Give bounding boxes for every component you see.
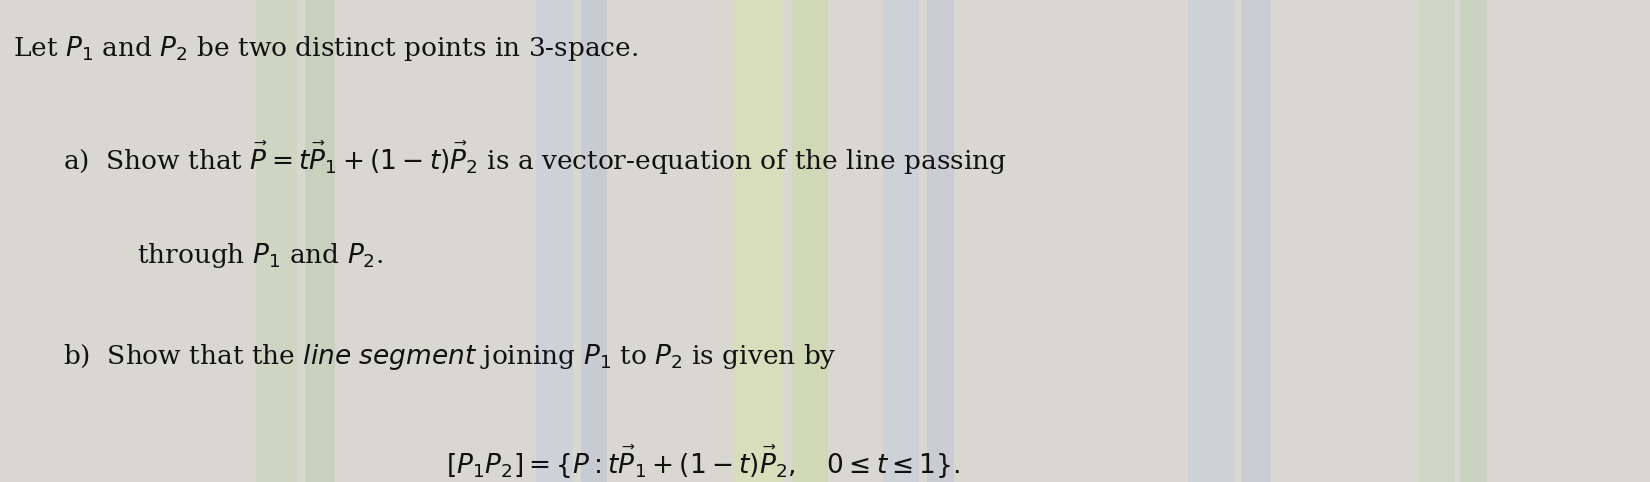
Bar: [927, 0, 954, 482]
Text: $[P_1 P_2] = \{P : t\vec{P}_1 + (1-t)\vec{P}_2, \quad 0 \leq t \leq 1\}.$: $[P_1 P_2] = \{P : t\vec{P}_1 + (1-t)\ve…: [446, 443, 960, 481]
Text: b)  Show that the $\mathit{line\ segment}$ joining $P_1$ to $P_2$ is given by: b) Show that the $\mathit{line\ segment}…: [63, 342, 837, 372]
Bar: [883, 0, 919, 482]
Bar: [305, 0, 335, 482]
Bar: [581, 0, 607, 482]
Bar: [1188, 0, 1234, 482]
Bar: [1419, 0, 1455, 482]
Bar: [792, 0, 828, 482]
Bar: [734, 0, 784, 482]
Bar: [1241, 0, 1270, 482]
Bar: [1460, 0, 1487, 482]
Bar: [536, 0, 573, 482]
Text: through $P_1$ and $P_2$.: through $P_1$ and $P_2$.: [137, 241, 383, 270]
Text: a)  Show that $\vec{P} = t\vec{P}_1 + (1 - t)\vec{P}_2$ is a vector-equation of : a) Show that $\vec{P} = t\vec{P}_1 + (1 …: [63, 140, 1006, 177]
Bar: [256, 0, 297, 482]
Text: Let $P_1$ and $P_2$ be two distinct points in 3-space.: Let $P_1$ and $P_2$ be two distinct poin…: [13, 34, 639, 63]
